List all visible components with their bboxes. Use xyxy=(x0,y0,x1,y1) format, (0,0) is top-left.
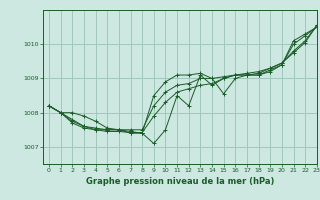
X-axis label: Graphe pression niveau de la mer (hPa): Graphe pression niveau de la mer (hPa) xyxy=(86,177,274,186)
